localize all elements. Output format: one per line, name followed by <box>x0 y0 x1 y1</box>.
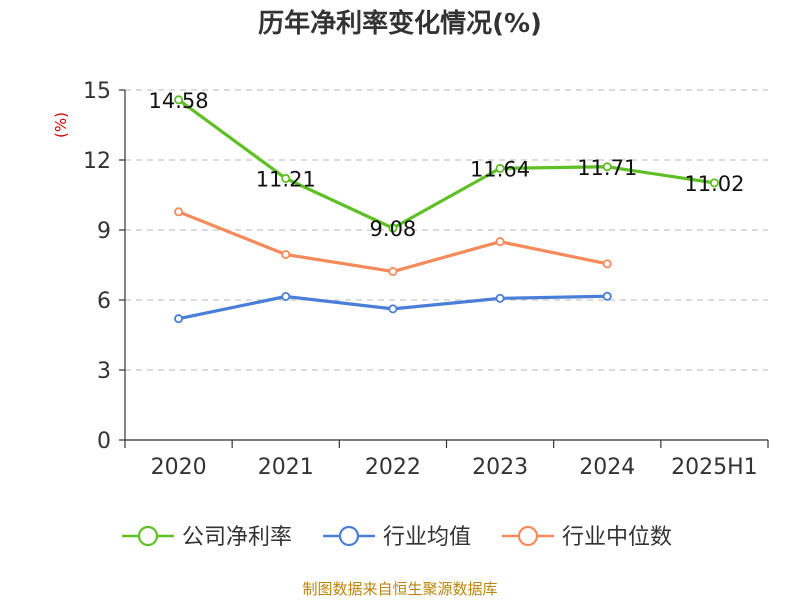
legend-marker <box>338 525 360 547</box>
data-point <box>495 237 505 247</box>
legend-label: 行业中位数 <box>562 525 672 550</box>
data-point <box>174 314 184 324</box>
data-point <box>602 291 612 301</box>
series-lines <box>174 95 719 324</box>
y-tick-label: 15 <box>83 79 111 104</box>
data-label: 11.64 <box>470 157 530 181</box>
y-tick-label: 0 <box>97 429 111 454</box>
x-tick-label: 2023 <box>472 455 528 480</box>
legend-marker <box>517 525 539 547</box>
series-line-0 <box>177 98 715 230</box>
legend-item-2[interactable]: 行业中位数 <box>502 525 672 550</box>
data-point <box>495 293 505 303</box>
data-point <box>388 267 398 277</box>
y-tick-label: 9 <box>97 219 111 244</box>
grid-lines <box>125 89 768 371</box>
source-note: 制图数据来自恒生聚源数据库 <box>302 580 497 598</box>
legend-label: 公司净利率 <box>182 525 292 550</box>
data-point <box>602 162 612 172</box>
y-tick-label: 3 <box>97 359 111 384</box>
data-label: 14.58 <box>149 89 209 113</box>
legend-label: 行业均值 <box>383 525 471 550</box>
x-tick-label: 2020 <box>151 455 207 480</box>
data-label: 11.21 <box>256 167 316 191</box>
legend[interactable]: 公司净利率 行业均值 行业中位数 <box>122 525 672 550</box>
legend-marker <box>137 525 159 547</box>
data-point <box>281 173 291 183</box>
y-axis-label: (%) <box>52 112 70 138</box>
data-label: 9.08 <box>370 217 417 241</box>
x-tick-label: 2025H1 <box>671 455 758 480</box>
data-point <box>174 95 184 105</box>
y-tick-label: 12 <box>83 149 111 174</box>
x-tick-label: 2021 <box>258 455 314 480</box>
data-point <box>281 291 291 301</box>
data-label: 11.02 <box>684 172 744 196</box>
data-labels: 14.58 11.21 9.08 11.64 11.71 11.02 <box>149 89 745 241</box>
data-point <box>281 249 291 259</box>
chart-title: 历年净利率变化情况(%) <box>258 8 542 39</box>
x-tick-label: 2024 <box>579 455 635 480</box>
data-point <box>388 223 398 233</box>
data-label: 11.71 <box>577 156 637 180</box>
legend-item-0[interactable]: 公司净利率 <box>122 525 292 550</box>
legend-item-1[interactable]: 行业均值 <box>323 525 471 550</box>
axes: 0 3 6 9 12 15 2020 2021 2022 2023 2024 2025H1 <box>83 79 769 480</box>
data-point <box>602 259 612 269</box>
data-point <box>174 207 184 217</box>
data-point <box>709 178 719 188</box>
data-point <box>495 163 505 173</box>
y-tick-label: 6 <box>97 289 111 314</box>
x-tick-label: 2022 <box>365 455 421 480</box>
data-point <box>388 304 398 314</box>
